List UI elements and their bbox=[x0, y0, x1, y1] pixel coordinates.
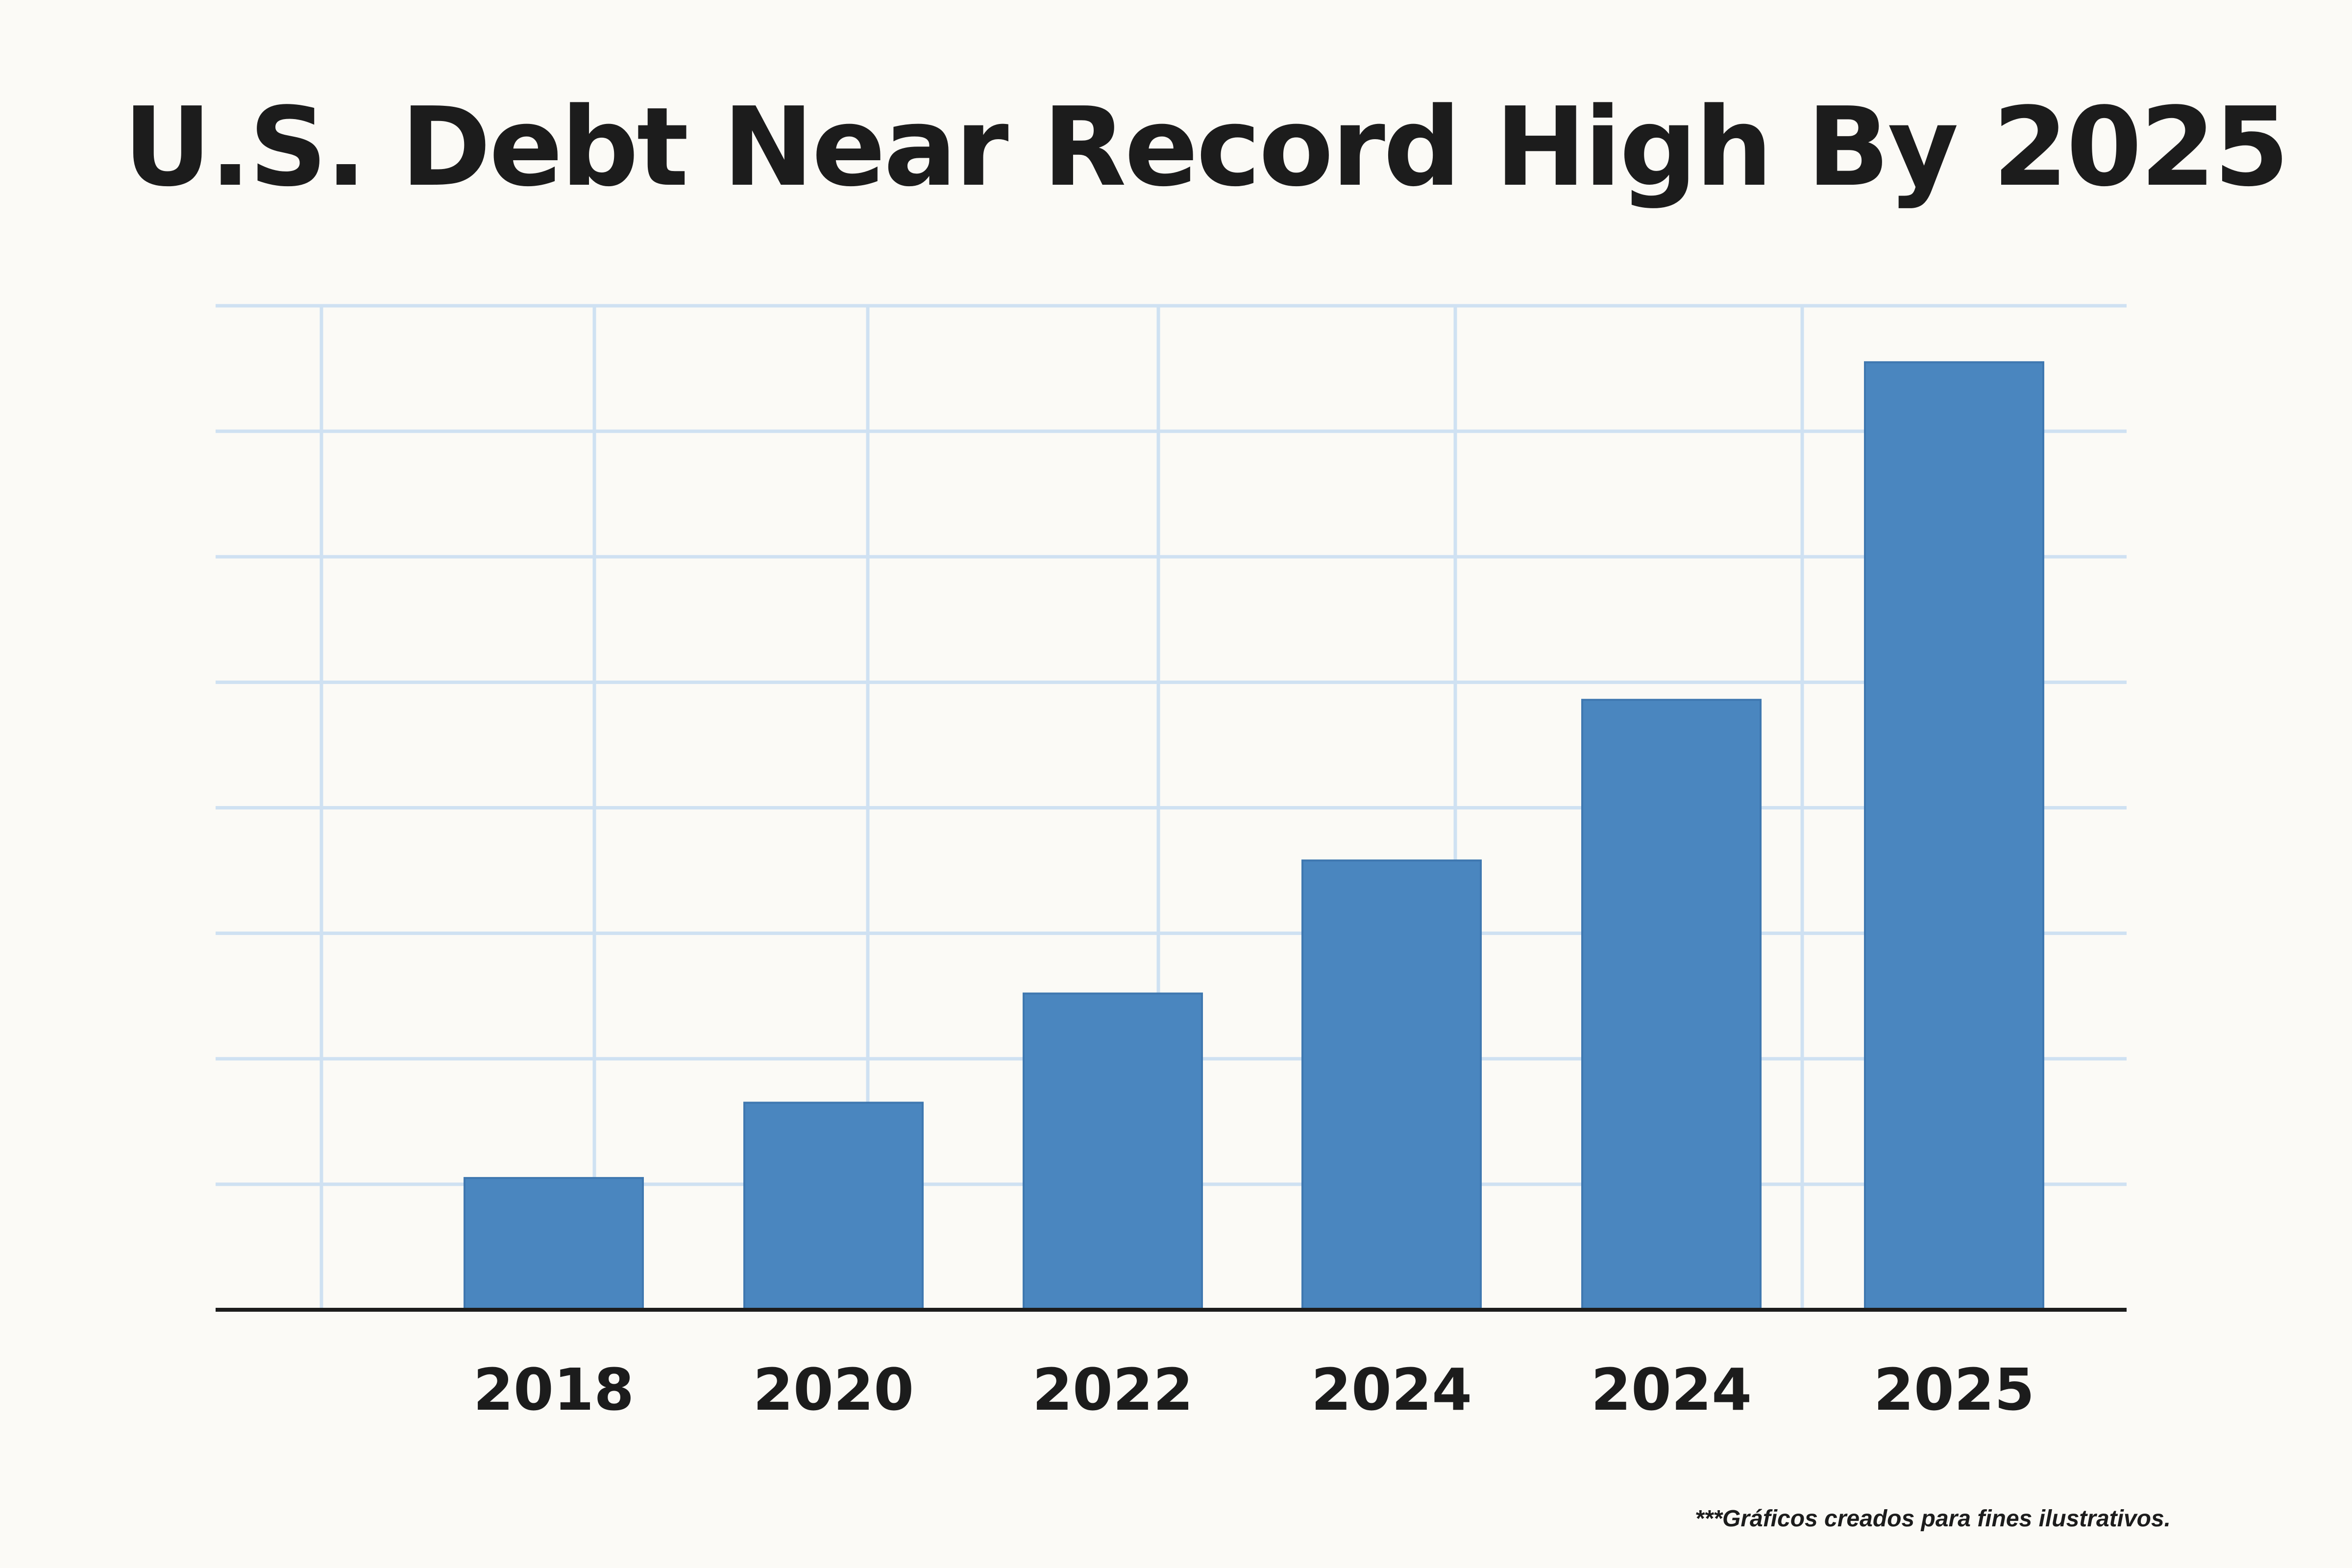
x-tick-label: 2022 bbox=[1032, 1356, 1193, 1423]
bar-2024 bbox=[1301, 859, 1482, 1311]
bar-2025 bbox=[1864, 361, 2044, 1311]
bar-2020 bbox=[743, 1102, 924, 1311]
x-tick-labels: 2018 2020 2022 2024 2024 2025 bbox=[473, 1356, 2034, 1423]
x-tick-label: 2024 bbox=[1591, 1356, 1752, 1423]
bar-2024 bbox=[1581, 699, 1762, 1311]
bar-2022 bbox=[1023, 992, 1203, 1311]
x-tick-label: 2018 bbox=[473, 1356, 634, 1423]
chart-bars bbox=[464, 361, 2044, 1311]
bar-2018 bbox=[464, 1177, 644, 1311]
footnote: ***Gráficos creados para fines ilustrati… bbox=[1694, 1506, 2171, 1532]
x-tick-label: 2020 bbox=[753, 1356, 914, 1423]
x-tick-label: 2025 bbox=[1874, 1356, 2034, 1423]
x-tick-label: 2024 bbox=[1311, 1356, 1472, 1423]
chart-title: U.S. Debt Near Record High By 2025 bbox=[123, 84, 2290, 211]
